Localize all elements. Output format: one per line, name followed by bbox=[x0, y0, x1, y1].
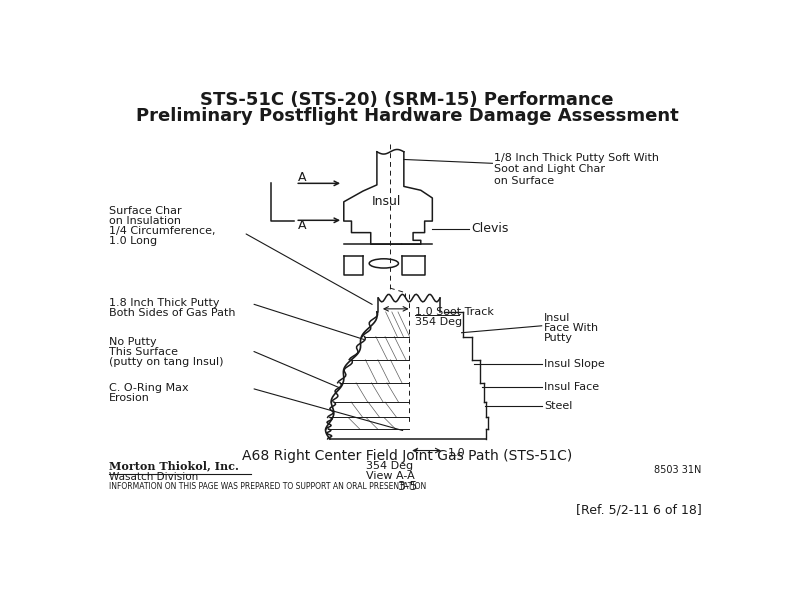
Text: Erosion: Erosion bbox=[109, 393, 150, 403]
Text: (putty on tang Insul): (putty on tang Insul) bbox=[109, 356, 223, 366]
Text: Insul: Insul bbox=[544, 313, 570, 323]
Text: 1/4 Circumference,: 1/4 Circumference, bbox=[109, 226, 215, 236]
Text: on Surface: on Surface bbox=[494, 176, 554, 186]
Text: [Ref. 5/2-11 6 of 18]: [Ref. 5/2-11 6 of 18] bbox=[576, 504, 702, 517]
Text: Surface Char: Surface Char bbox=[109, 206, 182, 216]
Text: Face With: Face With bbox=[544, 323, 598, 333]
Text: A68 Right Center Field Joint Gas Path (STS-51C): A68 Right Center Field Joint Gas Path (S… bbox=[242, 449, 572, 463]
Text: A: A bbox=[298, 171, 306, 184]
Text: Steel: Steel bbox=[544, 401, 572, 411]
Text: INFORMATION ON THIS PAGE WAS PREPARED TO SUPPORT AN ORAL PRESENTATION: INFORMATION ON THIS PAGE WAS PREPARED TO… bbox=[109, 482, 426, 491]
Text: This Surface: This Surface bbox=[109, 346, 178, 356]
Text: 1.8 Inch Thick Putty: 1.8 Inch Thick Putty bbox=[109, 298, 219, 308]
Text: Morton Thiokol, Inc.: Morton Thiokol, Inc. bbox=[109, 460, 239, 472]
Text: No Putty: No Putty bbox=[109, 336, 156, 346]
Text: 1.0 Long: 1.0 Long bbox=[109, 236, 157, 246]
Text: Preliminary Postflight Hardware Damage Assessment: Preliminary Postflight Hardware Damage A… bbox=[136, 106, 678, 125]
Text: Wasatch Division: Wasatch Division bbox=[109, 472, 198, 482]
Text: A: A bbox=[298, 219, 306, 232]
Text: 1/8 Inch Thick Putty Soft With: 1/8 Inch Thick Putty Soft With bbox=[494, 153, 659, 163]
Text: 3-5: 3-5 bbox=[397, 480, 417, 493]
Text: 1.0 Soot Track: 1.0 Soot Track bbox=[415, 307, 495, 317]
Text: 1.0: 1.0 bbox=[448, 448, 465, 458]
Text: 354 Deg: 354 Deg bbox=[366, 460, 414, 470]
Text: Insul Face: Insul Face bbox=[544, 382, 599, 392]
Text: STS-51C (STS-20) (SRM-15) Performance: STS-51C (STS-20) (SRM-15) Performance bbox=[200, 91, 614, 109]
Text: on Insulation: on Insulation bbox=[109, 216, 181, 226]
Text: Insul Slope: Insul Slope bbox=[544, 359, 605, 369]
Text: Insul: Insul bbox=[372, 195, 401, 208]
Text: Both Sides of Gas Path: Both Sides of Gas Path bbox=[109, 308, 236, 318]
Text: Soot and Light Char: Soot and Light Char bbox=[494, 164, 605, 174]
Text: C. O-Ring Max: C. O-Ring Max bbox=[109, 383, 188, 393]
Text: View A-A: View A-A bbox=[365, 470, 414, 480]
Text: Clevis: Clevis bbox=[471, 222, 508, 235]
Text: 8503 31N: 8503 31N bbox=[654, 465, 702, 475]
Text: 354 Deg: 354 Deg bbox=[415, 317, 463, 327]
Text: Putty: Putty bbox=[544, 333, 573, 343]
